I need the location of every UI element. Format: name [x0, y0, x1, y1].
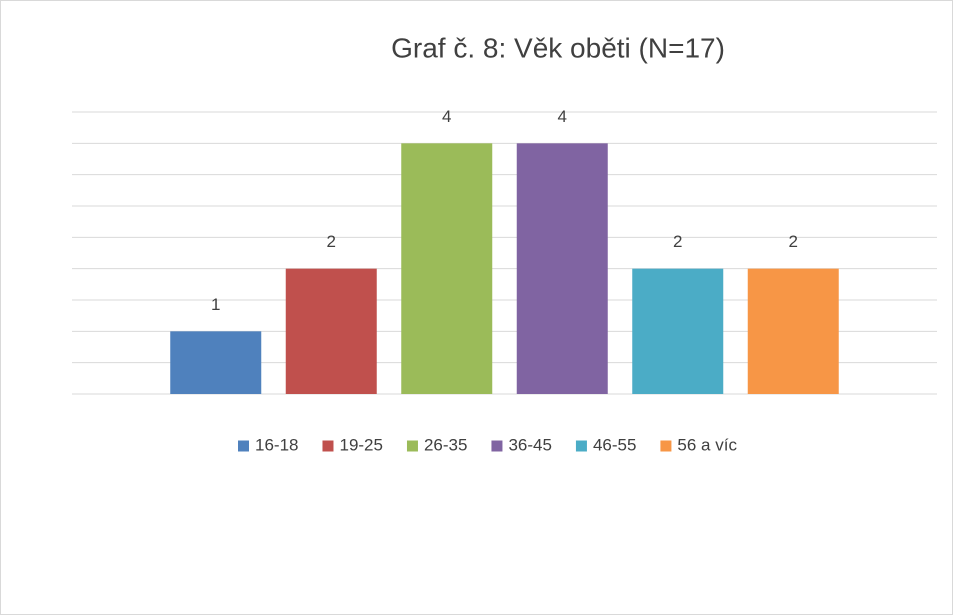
bar — [632, 268, 724, 394]
legend-swatch — [660, 440, 672, 452]
bar — [747, 268, 839, 394]
data-label: 1 — [211, 295, 220, 314]
data-label: 2 — [673, 232, 682, 251]
legend-swatch — [322, 440, 334, 452]
legend-label: 56 a víc — [677, 435, 737, 454]
legend-swatch — [238, 440, 249, 452]
bar — [170, 331, 262, 394]
legend-label: 46-55 — [593, 435, 636, 454]
legend-swatch — [406, 440, 418, 452]
bar — [285, 268, 377, 394]
legend-swatch — [575, 440, 587, 452]
data-label: 4 — [442, 107, 451, 126]
data-label: 4 — [558, 107, 567, 126]
legend-label: 26-35 — [424, 435, 467, 454]
data-label: 2 — [789, 232, 798, 251]
legend-label: 16-18 — [255, 435, 298, 454]
data-label: 2 — [327, 232, 336, 251]
legend-label: 19-25 — [339, 435, 382, 454]
legend-swatch — [491, 440, 503, 452]
bar — [401, 143, 493, 394]
chart-title: Graf č. 8: Věk oběti (N=17) — [391, 32, 725, 63]
legend-label: 36-45 — [508, 435, 551, 454]
bar — [516, 143, 608, 394]
